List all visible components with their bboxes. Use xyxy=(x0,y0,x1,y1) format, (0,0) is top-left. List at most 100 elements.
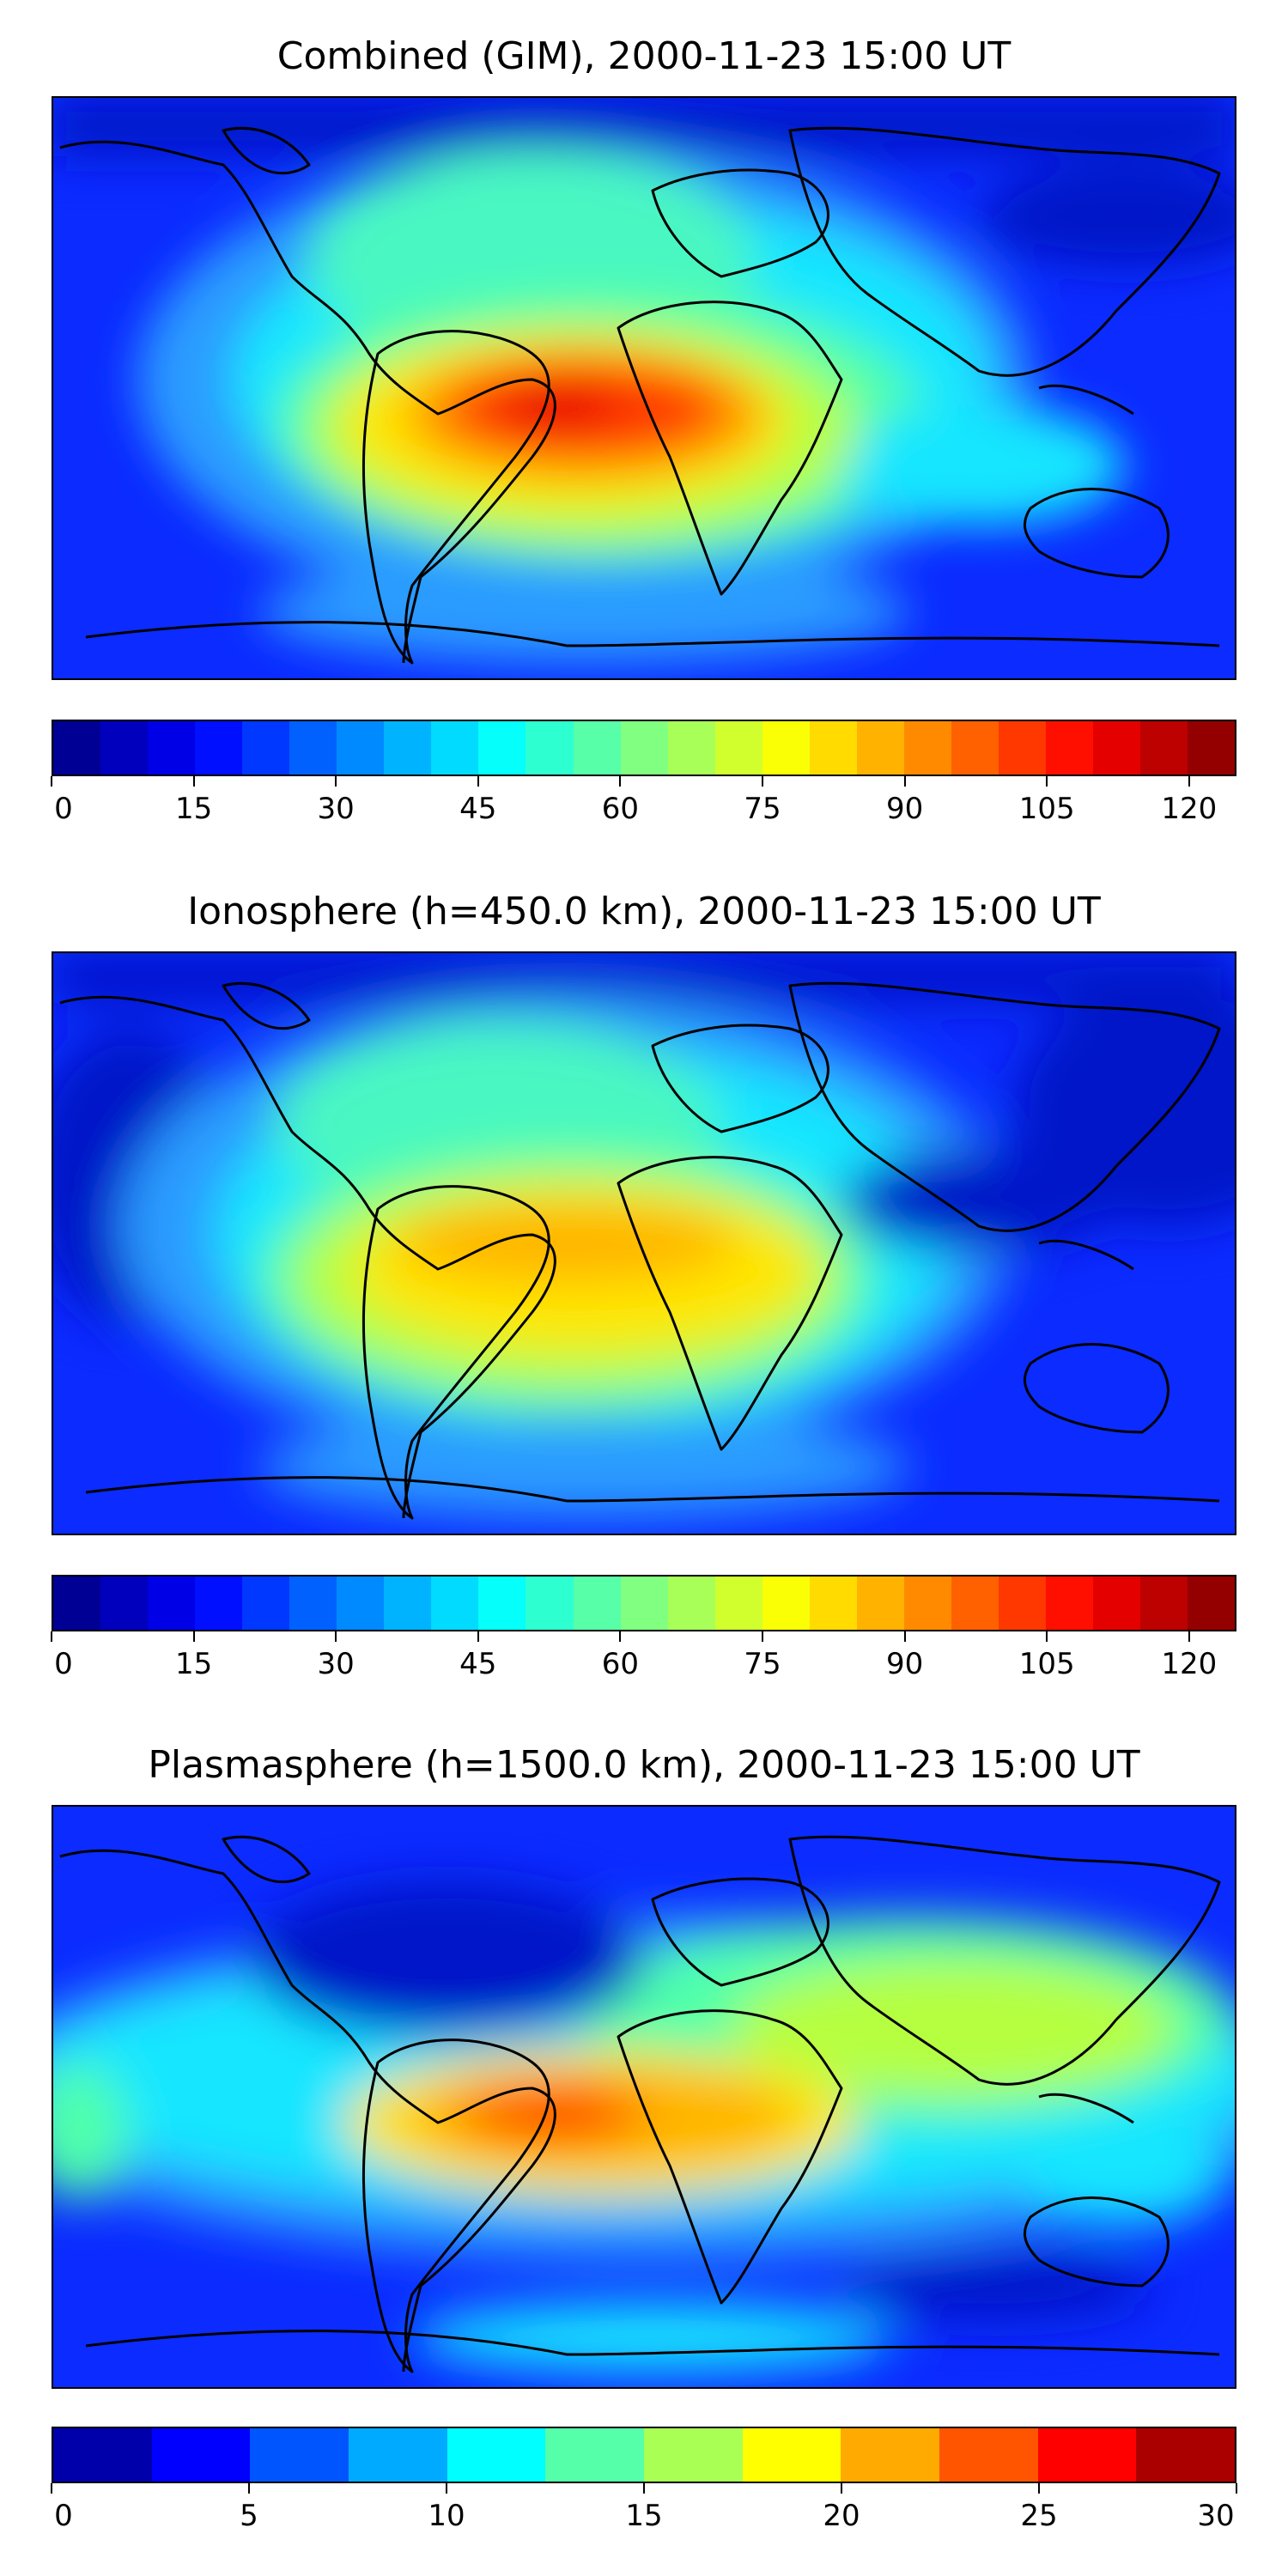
colorbar-tick xyxy=(192,1631,195,1642)
colorbar-segment xyxy=(526,1577,574,1630)
colorbar-tick xyxy=(51,2483,52,2494)
colorbar-segment xyxy=(1093,721,1141,775)
colorbar-segment xyxy=(53,721,101,775)
colorbar-tick xyxy=(619,1631,622,1642)
colorbar-segment xyxy=(951,721,999,775)
colorbar-segment xyxy=(809,721,857,775)
colorbar-segment xyxy=(242,1577,290,1630)
colorbar-segment xyxy=(644,2428,743,2482)
colorbar-segment xyxy=(289,721,337,775)
colorbar-tick-label: 60 xyxy=(601,792,640,826)
colorbar-tick-label: 30 xyxy=(317,792,355,826)
colorbar-tick-label: 90 xyxy=(885,792,924,826)
colorbar-segment xyxy=(53,2428,152,2482)
colorbar-segment xyxy=(809,1577,857,1630)
colorbar-segment xyxy=(903,1577,951,1630)
colorbar-tick xyxy=(477,776,479,787)
colorbar-tick xyxy=(335,776,337,787)
colorbar-tick xyxy=(335,1631,337,1642)
colorbar-segment xyxy=(242,721,290,775)
colorbar-segment xyxy=(478,1577,526,1630)
colorbar-tick-label: 30 xyxy=(317,1647,355,1681)
panel-1-title: Combined (GIM), 2000-11-23 15:00 UT xyxy=(276,34,1012,78)
colorbar-tick xyxy=(903,776,906,787)
colorbar-segment xyxy=(148,721,196,775)
colorbar-segment xyxy=(53,1577,101,1630)
colorbar-tick-label: 75 xyxy=(744,792,781,826)
colorbar-segment xyxy=(667,721,715,775)
colorbar-segment xyxy=(384,721,432,775)
colorbar-tick-label: 15 xyxy=(174,792,213,826)
colorbar-segment xyxy=(573,1577,621,1630)
colorbar-tick-label: 30 xyxy=(1197,2499,1235,2533)
colorbar-segment xyxy=(856,1577,904,1630)
panel-3-title: Plasmasphere (h=1500.0 km), 2000-11-23 1… xyxy=(148,1743,1140,1787)
colorbar-segment xyxy=(620,1577,668,1630)
colorbar-segment xyxy=(939,2428,1038,2482)
colorbar-segment xyxy=(545,2428,645,2482)
colorbar-segment xyxy=(620,721,668,775)
colorbar-segment xyxy=(1093,1577,1141,1630)
colorbar-segment xyxy=(431,1577,479,1630)
colorbar-tick xyxy=(1188,776,1190,787)
colorbar-plasmasphere xyxy=(52,2427,1236,2483)
colorbar-segment xyxy=(742,2428,841,2482)
colorbar-tick xyxy=(1188,1631,1190,1642)
colorbar-segment xyxy=(951,1577,999,1630)
colorbar-tick-label: 105 xyxy=(1018,1647,1075,1681)
colorbar-tick-label: 10 xyxy=(428,2499,465,2533)
colorbar-tick-label: 120 xyxy=(1161,792,1218,826)
colorbar-tick-label: 25 xyxy=(1020,2499,1058,2533)
colorbar-tick-label: 45 xyxy=(459,792,497,826)
colorbar-tick-label: 75 xyxy=(744,1647,781,1681)
colorbar-tick xyxy=(1038,2483,1040,2494)
colorbar-ticks-combined: 0 15 30 45 60 75 90 105 120 xyxy=(51,776,1236,828)
colorbar-ionosphere xyxy=(52,1575,1236,1631)
colorbar-segment xyxy=(1188,721,1236,775)
colorbar-tick xyxy=(248,2483,250,2494)
colorbar-tick-label: 0 xyxy=(54,792,73,826)
colorbar-tick-label: 0 xyxy=(54,2499,73,2533)
colorbar-tick-label: 45 xyxy=(459,1647,497,1681)
colorbar-segment xyxy=(1045,721,1094,775)
colorbar-segment xyxy=(349,2428,447,2482)
combined-gim-map xyxy=(52,96,1236,680)
colorbar-tick-label: 0 xyxy=(54,1647,73,1681)
colorbar-segment xyxy=(1188,1577,1236,1630)
colorbar-segment xyxy=(1140,721,1188,775)
colorbar-tick xyxy=(643,2483,645,2494)
colorbar-ticks-plasmasphere: 0 5 10 15 20 25 30 xyxy=(51,2483,1237,2535)
colorbar-segment xyxy=(841,2428,940,2482)
colorbar-tick xyxy=(1236,2483,1237,2494)
colorbar-segment xyxy=(667,1577,715,1630)
colorbar-tick xyxy=(841,2483,842,2494)
colorbar-tick xyxy=(477,1631,479,1642)
colorbar-tick xyxy=(446,2483,447,2494)
colorbar-segment xyxy=(195,1577,243,1630)
colorbar-segment xyxy=(998,1577,1046,1630)
colorbar-tick xyxy=(51,776,52,787)
colorbar-tick xyxy=(903,1631,906,1642)
colorbar-tick-label: 20 xyxy=(823,2499,860,2533)
colorbar-segment xyxy=(1136,2428,1236,2482)
panel-2-title: Ionosphere (h=450.0 km), 2000-11-23 15:0… xyxy=(187,890,1101,933)
colorbar-segment xyxy=(337,1577,385,1630)
colorbar-segment xyxy=(148,1577,196,1630)
plasmasphere-map xyxy=(52,1805,1236,2389)
colorbar-tick-label: 120 xyxy=(1161,1647,1218,1681)
colorbar-tick-label: 105 xyxy=(1018,792,1075,826)
colorbar-segment xyxy=(447,2428,546,2482)
colorbar-segment xyxy=(151,2428,251,2482)
colorbar-tick xyxy=(192,776,195,787)
colorbar-tick xyxy=(619,776,622,787)
colorbar-tick xyxy=(51,1631,52,1642)
colorbar-segment xyxy=(903,721,951,775)
colorbar-segment xyxy=(1045,1577,1094,1630)
colorbar-tick xyxy=(1046,776,1048,787)
colorbar-tick-label: 15 xyxy=(174,1647,213,1681)
colorbar-segment xyxy=(998,721,1046,775)
colorbar-segment xyxy=(1140,1577,1188,1630)
colorbar-segment xyxy=(762,1577,810,1630)
colorbar-segment xyxy=(250,2428,349,2482)
colorbar-tick xyxy=(762,776,763,787)
